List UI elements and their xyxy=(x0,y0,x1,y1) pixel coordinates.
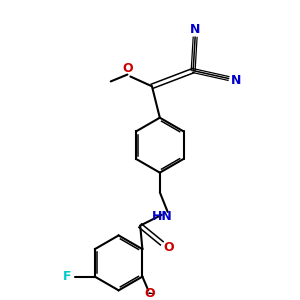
Text: N: N xyxy=(190,23,200,36)
Text: F: F xyxy=(63,270,72,283)
Text: HN: HN xyxy=(152,210,172,223)
Text: O: O xyxy=(144,287,154,300)
Text: O: O xyxy=(122,61,133,74)
Text: O: O xyxy=(163,241,174,254)
Text: N: N xyxy=(231,74,242,87)
